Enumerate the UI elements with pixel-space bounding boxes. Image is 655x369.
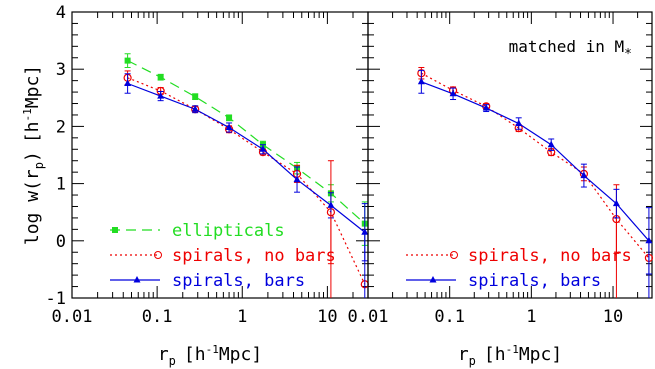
panel-annotation: matched in M* xyxy=(509,37,632,62)
data-point xyxy=(327,201,335,208)
y-axis-label-units-end: Mpc] xyxy=(22,65,43,108)
data-point xyxy=(225,123,233,131)
annotation-sub: * xyxy=(624,47,632,62)
y-axis-label-paren-open: (r xyxy=(22,169,43,191)
legend-entry: spirals, bars xyxy=(406,271,601,291)
y-axis-label-units-sup: -1 xyxy=(21,108,34,121)
legend-label: spirals, no bars xyxy=(172,246,336,266)
x-tick-label: 10 xyxy=(317,307,337,327)
y-tick-label: 3 xyxy=(56,60,66,80)
data-point xyxy=(293,175,301,183)
x-axis-label-units: [h xyxy=(184,344,206,365)
x-tick-label: 0.01 xyxy=(52,307,93,327)
data-point xyxy=(612,199,620,207)
legend-marker xyxy=(154,251,162,259)
data-point xyxy=(191,105,199,112)
legend-marker xyxy=(450,251,458,259)
legend-marker xyxy=(429,276,437,283)
y-axis-label-main: log w xyxy=(22,191,43,245)
y-tick-label: 2 xyxy=(56,117,66,137)
x-axis-label-units-sup: -1 xyxy=(206,343,219,356)
y-tick-label: 4 xyxy=(56,3,66,23)
y-axis-label-units: [h xyxy=(22,121,43,143)
data-point xyxy=(259,145,267,152)
data-point xyxy=(226,114,233,121)
x-axis-label-left: rp [h-1Mpc] xyxy=(158,343,262,368)
data-point xyxy=(515,119,523,127)
x-axis-label-units: [h xyxy=(484,344,506,365)
x-tick-label: 1 xyxy=(526,307,536,327)
legend-marker xyxy=(112,227,118,233)
right-panel: 0.01 0.1 1 10 spirals, no bars spirals, bars m… xyxy=(348,11,654,327)
legend-entry: ellipticals xyxy=(110,221,285,241)
legend-label: spirals, bars xyxy=(468,271,601,291)
series-line xyxy=(421,72,650,259)
legend-entry: spirals, no bars xyxy=(110,246,336,266)
data-point xyxy=(449,89,457,97)
x-axis-label-right: rp [h-1Mpc] xyxy=(458,343,562,368)
annotation-main: matched in M xyxy=(509,37,625,56)
x-axis-label-units-end: Mpc] xyxy=(519,344,562,365)
data-point xyxy=(547,140,555,148)
data-point xyxy=(124,79,132,86)
x-tick-label: 0.1 xyxy=(142,307,173,327)
y-axis-label-sub: p xyxy=(32,162,46,169)
y-tick-label: -1 xyxy=(46,289,66,309)
legend-marker xyxy=(133,276,141,283)
x-tick-label: 1 xyxy=(237,307,247,327)
y-axis-label-paren-close: ) xyxy=(22,151,43,162)
data-point xyxy=(124,57,131,64)
data-point xyxy=(580,171,588,179)
data-point xyxy=(157,74,164,81)
data-point xyxy=(192,93,199,100)
series-line xyxy=(421,81,650,242)
x-axis-label-units-sup: -1 xyxy=(506,343,519,356)
x-tick-label: 10 xyxy=(603,307,623,327)
x-axis-label-units-end: Mpc] xyxy=(219,344,262,365)
data-point xyxy=(645,236,653,244)
x-axis-label-main: r xyxy=(458,344,469,365)
legend-label: spirals, no bars xyxy=(468,246,632,266)
y-tick-label: 0 xyxy=(56,232,66,252)
data-point xyxy=(417,77,425,85)
data-point xyxy=(482,104,490,111)
legend-label: spirals, bars xyxy=(172,271,305,291)
x-axis-label-main: r xyxy=(158,344,169,365)
legend-entry: spirals, no bars xyxy=(406,246,632,266)
data-point xyxy=(361,228,369,235)
x-axis-label-sub: p xyxy=(469,354,476,368)
data-point xyxy=(157,92,165,99)
x-axis-label-sub: p xyxy=(169,354,176,368)
series-line xyxy=(127,82,366,233)
legend-label: ellipticals xyxy=(172,221,285,241)
y-tick-label: 1 xyxy=(56,175,66,195)
x-tick-label: 0.01 xyxy=(348,307,389,327)
legend-entry: spirals, bars xyxy=(110,271,305,291)
y-axis-label: log w(rp) [h-1Mpc] xyxy=(21,65,46,245)
series-spirals-bars xyxy=(417,69,653,275)
plot-frame xyxy=(367,11,653,299)
x-tick-label: 0.1 xyxy=(434,307,465,327)
series-line xyxy=(127,60,366,225)
